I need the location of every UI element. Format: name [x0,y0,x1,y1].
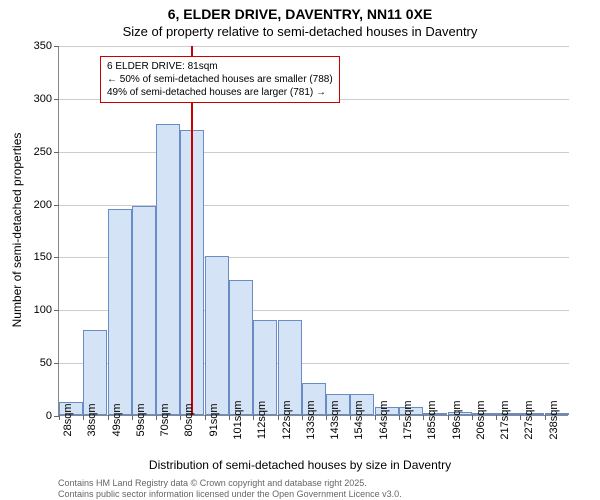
x-tick-label: 122sqm [281,400,293,439]
x-tick [205,415,206,420]
x-tick [326,415,327,420]
histogram-bar [205,256,229,415]
x-tick-label: 80sqm [183,403,195,436]
x-tick [545,415,546,420]
x-tick-label: 143sqm [329,400,341,439]
x-axis-title: Distribution of semi-detached houses by … [0,458,600,472]
y-tick-label: 0 [12,410,52,422]
chart-title-line2: Size of property relative to semi-detach… [0,24,600,39]
x-tick-label: 185sqm [426,400,438,439]
y-tick-label: 200 [12,199,52,211]
x-tick [350,415,351,420]
annotation-line1: 6 ELDER DRIVE: 81sqm [107,60,333,73]
x-tick-label: 164sqm [378,400,390,439]
y-axis-title: Number of semi-detached properties [10,133,24,328]
x-tick-label: 112sqm [256,401,268,439]
y-tick-label: 50 [12,357,52,369]
x-tick [472,415,473,420]
y-tick-label: 300 [12,93,52,105]
y-tick [54,205,59,206]
x-tick [399,415,400,420]
x-tick [132,415,133,420]
x-tick [496,415,497,420]
grid-line [59,152,569,153]
y-tick [54,310,59,311]
histogram-bar [156,124,180,415]
y-tick [54,257,59,258]
y-tick [54,363,59,364]
x-tick [423,415,424,420]
x-tick [520,415,521,420]
x-tick-label: 38sqm [86,403,98,436]
attribution-line1: Contains HM Land Registry data © Crown c… [58,478,367,488]
x-tick-label: 133sqm [305,400,317,439]
x-tick-label: 227sqm [523,400,535,439]
x-tick [156,415,157,420]
x-tick-label: 154sqm [353,400,365,439]
x-tick [229,415,230,420]
x-tick [108,415,109,420]
chart-title-line1: 6, ELDER DRIVE, DAVENTRY, NN11 0XE [0,6,600,22]
y-tick [54,152,59,153]
annotation-line3: 49% of semi-detached houses are larger (… [107,86,333,99]
x-tick [59,415,60,420]
x-tick-label: 206sqm [475,400,487,439]
y-tick [54,99,59,100]
y-tick [54,46,59,47]
histogram-bar [83,330,107,415]
x-tick-label: 175sqm [402,400,414,439]
annotation-box: 6 ELDER DRIVE: 81sqm ← 50% of semi-detac… [100,56,340,103]
y-tick-label: 350 [12,40,52,52]
x-tick-label: 196sqm [451,400,463,439]
y-tick-label: 250 [12,146,52,158]
x-tick [83,415,84,420]
x-tick [278,415,279,420]
x-tick-label: 59sqm [135,403,147,436]
x-tick-label: 217sqm [499,400,511,439]
x-tick-label: 101sqm [232,400,244,439]
x-tick-label: 49sqm [111,403,123,436]
annotation-line2: ← 50% of semi-detached houses are smalle… [107,73,333,86]
x-tick-label: 238sqm [548,400,560,439]
x-tick [302,415,303,420]
x-tick [375,415,376,420]
y-tick-label: 100 [12,304,52,316]
x-tick [448,415,449,420]
x-tick [253,415,254,420]
x-tick-label: 28sqm [62,403,74,436]
x-tick [180,415,181,420]
histogram-chart: 6, ELDER DRIVE, DAVENTRY, NN11 0XE Size … [0,0,600,500]
x-tick-label: 91sqm [208,403,220,436]
histogram-bar [108,209,132,415]
histogram-bar [229,280,253,415]
attribution-line2: Contains public sector information licen… [58,489,402,499]
x-tick-label: 70sqm [159,403,171,436]
histogram-bar [132,206,156,415]
grid-line [59,46,569,47]
y-tick-label: 150 [12,251,52,263]
